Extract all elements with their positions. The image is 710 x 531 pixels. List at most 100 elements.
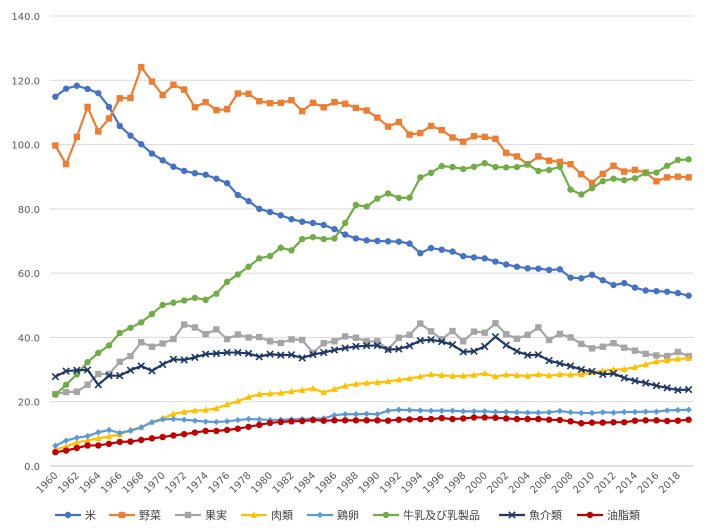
data-point-3 [363,338,370,345]
legend-marker [250,511,258,518]
y-tick-label: 120.0 [11,76,40,87]
data-point-6 [621,177,628,184]
data-point-4 [438,371,445,379]
data-point-6 [127,324,134,331]
data-point-1 [180,167,188,175]
data-point-4 [245,393,252,400]
data-point-5 [245,415,252,423]
data-point-4 [73,438,81,446]
data-point-7-stroke-b [330,346,339,354]
data-point-7 [234,348,242,357]
data-point-7-stroke-b [158,360,167,369]
data-point-6 [588,185,596,192]
data-point-5 [631,408,639,416]
data-point-1 [223,179,231,187]
data-point-7-stroke-b [244,349,253,358]
data-point-3 [502,331,510,338]
data-point-8 [384,417,392,424]
data-point-1 [481,255,488,262]
data-point-4 [234,397,242,404]
data-point-5 [685,406,692,413]
data-point-3 [653,352,660,359]
data-point-4 [663,356,671,364]
data-point-7 [405,342,414,350]
data-point-3 [127,352,134,360]
data-point-2 [256,97,263,105]
data-point-3 [524,331,531,339]
series-1 [52,82,692,299]
data-point-3 [309,349,317,357]
data-point-2 [653,178,660,185]
y-tick-label: 40.0 [18,333,40,344]
data-point-2 [674,173,682,180]
data-point-3 [159,340,166,347]
data-point-1 [116,122,123,130]
data-point-7 [298,354,306,362]
data-point-4 [395,376,403,383]
data-point-7 [309,350,317,359]
data-point-2 [159,91,166,99]
data-point-7 [631,377,639,385]
data-point-5 [331,412,338,419]
legend-label: 肉類 [271,509,293,522]
data-point-7 [384,345,392,354]
data-point-1 [309,219,317,227]
data-point-3 [642,350,649,358]
data-point-8 [52,448,59,456]
data-point-1 [73,82,81,89]
data-point-5 [256,416,263,423]
data-point-2 [395,118,403,126]
data-point-7 [523,351,532,359]
data-point-1 [395,238,403,245]
data-point-1 [610,281,617,289]
data-point-2 [245,90,252,97]
data-point-3 [341,333,349,340]
data-point-2 [352,104,360,112]
data-point-6 [524,161,531,168]
data-point-5 [148,419,156,426]
data-point-8 [481,414,488,421]
data-point-3 [631,347,639,354]
data-point-5 [674,406,682,414]
data-point-8 [191,429,199,436]
data-point-5 [449,407,456,414]
legend-label: 鶏卵 [337,508,359,522]
data-point-6 [105,342,113,349]
y-tick-label: 0.0 [24,462,40,473]
data-point-2 [320,104,327,111]
data-point-4 [180,408,188,415]
data-point-3 [288,336,295,343]
data-point-6 [352,201,360,209]
data-point-1 [621,279,628,287]
data-point-6 [438,162,445,170]
data-point-7-stroke-b [105,371,113,380]
data-point-6 [492,163,499,171]
data-point-1 [674,289,682,297]
data-point-7-stroke-b [384,345,392,354]
data-point-8 [62,447,70,454]
data-point-1 [52,93,59,100]
data-point-3 [234,331,242,338]
data-point-3 [148,343,156,350]
data-point-7-stroke-b [523,351,532,359]
data-point-2 [234,90,242,97]
data-point-8 [545,416,553,423]
data-point-7-stroke-b [148,367,156,375]
data-point-7-stroke-b [427,335,435,344]
data-point-7 [266,350,274,358]
data-point-2 [277,99,284,106]
data-point-8 [245,423,252,430]
data-point-7 [641,379,650,387]
series-6 [52,156,692,398]
legend-marker [184,511,192,519]
data-point-7 [513,347,521,356]
data-point-2 [288,97,295,104]
data-point-7 [287,351,296,359]
data-point-2 [427,122,435,130]
data-point-4 [674,355,682,362]
data-point-5 [127,427,134,434]
data-point-3 [470,328,478,335]
data-point-5 [481,408,488,415]
data-point-7-stroke-b [620,374,628,382]
data-point-1 [406,240,413,247]
